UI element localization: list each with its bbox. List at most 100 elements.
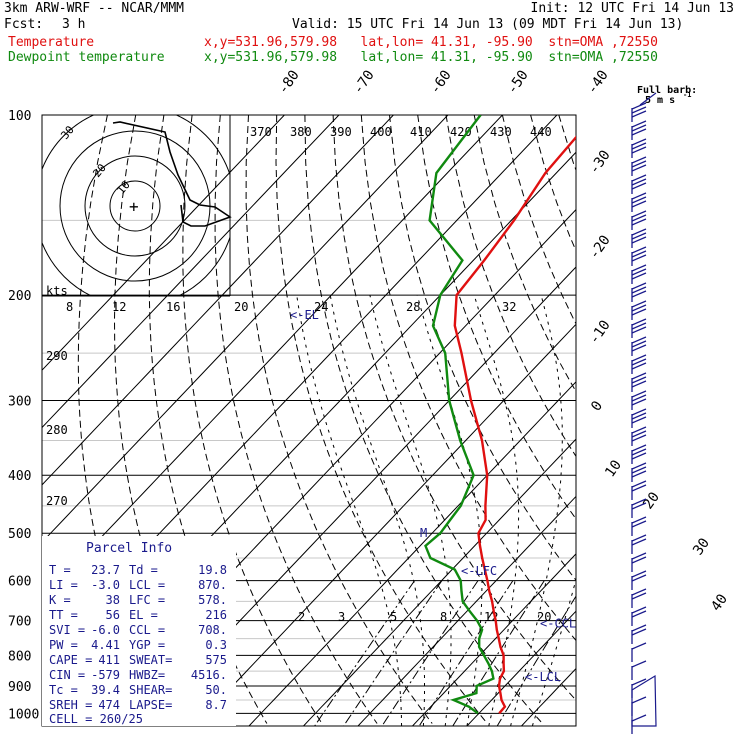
- dry-adiabat-line: [245, 115, 433, 724]
- low-level-barb-cluster: [631, 674, 657, 727]
- level-annotation: <-CCL: [540, 617, 576, 631]
- barb-flag: [631, 570, 647, 578]
- barb-flag: [631, 416, 647, 424]
- dry-adiabat-label: 270: [46, 494, 68, 508]
- dry-adiabat-label: 290: [46, 349, 68, 363]
- barb-flag: [631, 362, 647, 370]
- parcel-field-label: CIN =: [49, 668, 85, 682]
- wind-barb: [631, 660, 647, 680]
- dry-adiabat-line: [182, 115, 323, 724]
- temperature-legend: Temperature: [8, 35, 95, 50]
- barb-flag: [631, 264, 647, 272]
- barb-flag: [631, 678, 647, 686]
- parcel-field-label: HWBZ=: [129, 668, 165, 682]
- wind-barb: [631, 588, 647, 608]
- plot-frame: [41, 114, 577, 727]
- barb-flag: [631, 300, 647, 308]
- isotherm-label: -40: [584, 67, 612, 97]
- pressure-tick-label: 1000: [8, 707, 39, 722]
- isotherm-label: -10: [586, 317, 614, 347]
- wind-barb: [631, 642, 647, 662]
- barb-flag: [631, 606, 647, 614]
- barb-flag: [631, 164, 647, 172]
- init-time: Init: 12 UTC Fri 14 Jun 13: [530, 1, 735, 16]
- theta-label: 380: [290, 125, 312, 139]
- barb-flag: [631, 696, 647, 704]
- dewpoint-station-info: x,y=531.96,579.98 lat,lon= 41.31, -95.90…: [204, 50, 658, 65]
- theta-label: 400: [370, 125, 392, 139]
- mixing-ratio-label: 8: [440, 610, 447, 624]
- hodograph-trace: [112, 121, 232, 227]
- parcel-field-value: -579: [91, 668, 120, 682]
- wind-barb: [631, 264, 647, 284]
- wind-barb: [631, 552, 647, 572]
- hodograph-speed-label: 20: [90, 161, 108, 180]
- barb-flag: [631, 178, 647, 186]
- isotherm-line: [194, 323, 576, 726]
- barb-flag: [631, 106, 647, 114]
- wind-barb: [631, 606, 647, 626]
- parcel-field-value: 0.3: [205, 638, 227, 652]
- hodograph-ring-label: 24: [314, 300, 328, 314]
- isotherm-line: [42, 115, 285, 371]
- barb-flag: [631, 466, 647, 474]
- barb-flag: [631, 372, 647, 380]
- isotherm-line: [42, 115, 449, 544]
- wind-barb: [631, 246, 647, 266]
- parcel-field-label: SWEAT=: [129, 653, 172, 667]
- barb-flag: [631, 484, 647, 492]
- barb-flag: [631, 516, 647, 524]
- wind-barb: [631, 210, 647, 230]
- barb-flag: [631, 232, 647, 240]
- isotherm-line: [521, 667, 576, 726]
- wind-barb: [631, 102, 647, 122]
- mixing-ratio-label: 3: [338, 610, 345, 624]
- parcel-field-value: 216: [205, 608, 227, 622]
- barb-flag: [631, 146, 647, 154]
- parcel-field-value: 19.8: [198, 563, 227, 577]
- dry-adiabat-line: [643, 115, 740, 724]
- barb-flag: [631, 218, 647, 226]
- wind-barb: [631, 120, 647, 140]
- parcel-field-label: LCL =: [129, 578, 165, 592]
- barb-flag: [631, 196, 647, 204]
- theta-label: 440: [530, 125, 552, 139]
- barb-flag: [631, 462, 647, 470]
- barb-flag: [631, 182, 647, 190]
- isotherm-label: -20: [586, 232, 614, 262]
- barb-flag: [631, 624, 647, 632]
- parcel-cell: CELL = 260/25: [49, 712, 143, 726]
- hodograph-ring-label: 8: [66, 300, 73, 314]
- pressure-tick-label: 700: [8, 615, 31, 630]
- mixing-ratio-line: [496, 595, 576, 726]
- hodograph-ring: [84, 155, 186, 257]
- wind-barb: [631, 408, 647, 428]
- isotherm-label: 30: [690, 535, 713, 558]
- isotherm-label: 0: [588, 398, 606, 414]
- parcel-field-label: LFC =: [129, 593, 165, 607]
- mixing-ratio-label: 5: [390, 610, 397, 624]
- dry-adiabat-line: [672, 115, 740, 724]
- wind-barb: [631, 462, 647, 482]
- barb-flag: [631, 268, 647, 276]
- theta-label: 390: [330, 125, 352, 139]
- parcel-field-label: LI =: [49, 578, 78, 592]
- wind-barb: [631, 534, 647, 554]
- dry-adiabat-line: [417, 115, 576, 520]
- isotherm-line: [631, 115, 740, 726]
- isotherm-label: -30: [586, 147, 614, 177]
- dry-adiabat-line: [587, 115, 740, 724]
- barb-flag: [631, 376, 647, 384]
- mixing-ratio-line: [343, 580, 443, 726]
- dry-adiabat-line: [360, 115, 576, 642]
- wind-barb: [631, 372, 647, 392]
- pressure-tick-label: 100: [8, 109, 31, 124]
- barb-flag: [631, 408, 647, 416]
- wind-barb: [631, 318, 647, 338]
- wind-barb: [631, 516, 647, 536]
- dry-adiabat-line: [214, 115, 378, 724]
- parcel-field-label: Tc =: [49, 683, 78, 697]
- barb-key-sample: [639, 92, 657, 106]
- parcel-field-label: PW =: [49, 638, 78, 652]
